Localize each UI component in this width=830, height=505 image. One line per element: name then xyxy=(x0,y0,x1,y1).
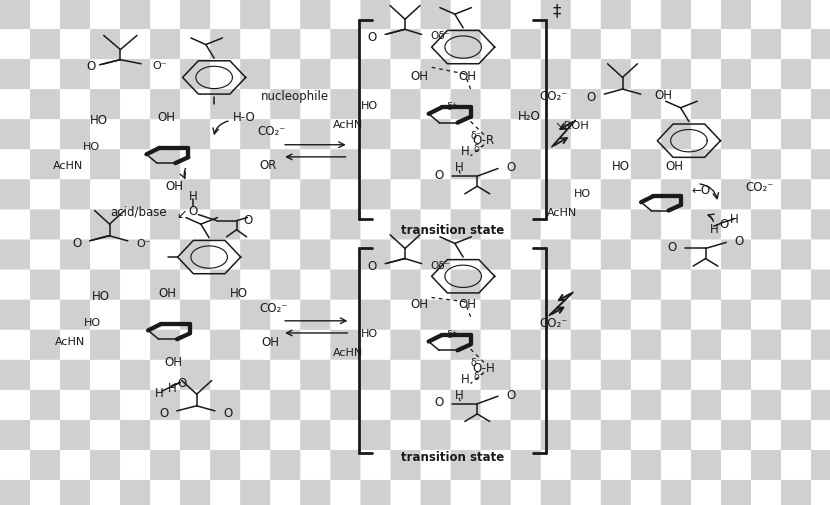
Text: O: O xyxy=(223,407,232,420)
Text: O: O xyxy=(243,214,253,227)
Text: O: O xyxy=(368,31,377,44)
Text: O: O xyxy=(159,407,168,420)
Text: AcHN: AcHN xyxy=(333,120,363,130)
Text: δ⁺: δ⁺ xyxy=(447,329,458,339)
Text: O-H: O-H xyxy=(472,361,496,374)
Text: CO₂⁻: CO₂⁻ xyxy=(257,125,286,138)
Text: ←O: ←O xyxy=(691,184,711,197)
Text: H: H xyxy=(155,386,164,399)
Text: HO: HO xyxy=(230,286,248,299)
Text: δ⁺: δ⁺ xyxy=(447,102,458,112)
Text: Oδ⁻: Oδ⁻ xyxy=(430,260,450,270)
Text: CO₂⁻: CO₂⁻ xyxy=(259,301,287,315)
Text: HO: HO xyxy=(574,188,591,198)
Text: ↙: ↙ xyxy=(177,207,187,220)
Text: AcHN: AcHN xyxy=(55,336,85,346)
Text: H: H xyxy=(189,189,198,203)
Text: HO: HO xyxy=(360,328,378,338)
Text: OH: OH xyxy=(261,335,280,348)
Text: H: H xyxy=(461,372,469,385)
Text: O: O xyxy=(435,395,444,409)
Text: O: O xyxy=(719,217,729,230)
Text: OR: OR xyxy=(260,159,277,172)
Text: HO: HO xyxy=(82,141,100,152)
Text: O: O xyxy=(435,168,444,181)
Text: ↘ROH: ↘ROH xyxy=(554,121,589,131)
Text: H-O: H-O xyxy=(232,111,255,124)
Text: OH: OH xyxy=(665,160,683,173)
Text: transition state: transition state xyxy=(401,450,504,464)
Text: AcHN: AcHN xyxy=(333,347,363,358)
Text: O: O xyxy=(86,60,96,73)
Text: O: O xyxy=(735,235,744,248)
Text: O-R: O-R xyxy=(473,134,495,147)
Text: HO: HO xyxy=(90,114,108,127)
Text: O: O xyxy=(188,205,198,218)
Text: O: O xyxy=(177,376,187,389)
Text: OH: OH xyxy=(165,179,183,192)
Text: δ⁻: δ⁻ xyxy=(473,144,485,154)
Text: H: H xyxy=(710,222,718,235)
Text: O: O xyxy=(368,260,377,273)
Text: AcHN: AcHN xyxy=(53,161,83,171)
Text: H: H xyxy=(730,212,739,225)
Text: H: H xyxy=(168,381,176,394)
Text: acid/base: acid/base xyxy=(110,205,167,218)
Text: H: H xyxy=(461,145,469,158)
Text: δ⁻: δ⁻ xyxy=(470,358,481,368)
Text: transition state: transition state xyxy=(401,223,504,236)
Text: H: H xyxy=(455,161,463,174)
Text: O: O xyxy=(506,388,515,401)
Text: OH: OH xyxy=(458,297,476,311)
Text: O: O xyxy=(72,237,81,250)
Text: ‡: ‡ xyxy=(553,2,561,20)
Text: OH: OH xyxy=(654,88,672,102)
Text: OH: OH xyxy=(410,70,428,83)
Text: H₂O: H₂O xyxy=(518,110,540,123)
Text: OH: OH xyxy=(157,111,175,124)
Text: O⁻: O⁻ xyxy=(152,61,167,71)
Text: O: O xyxy=(587,90,596,104)
Text: CO₂⁻: CO₂⁻ xyxy=(540,317,568,330)
Text: O⁻: O⁻ xyxy=(136,238,151,248)
Text: AcHN: AcHN xyxy=(547,207,577,217)
Text: HO: HO xyxy=(360,101,378,111)
Text: HO: HO xyxy=(84,317,101,327)
Text: OH: OH xyxy=(164,355,183,368)
Text: H: H xyxy=(455,388,463,401)
Text: δ⁻: δ⁻ xyxy=(473,371,485,381)
Text: OH: OH xyxy=(410,297,428,311)
Text: δ⁻: δ⁻ xyxy=(470,130,481,140)
Text: OH: OH xyxy=(159,286,177,299)
Text: Oδ⁻: Oδ⁻ xyxy=(430,31,450,41)
Text: nucleophile: nucleophile xyxy=(261,89,329,103)
Text: CO₂⁻: CO₂⁻ xyxy=(745,180,774,193)
Text: O: O xyxy=(506,161,515,174)
Text: CO₂⁻: CO₂⁻ xyxy=(540,89,568,103)
Text: HO: HO xyxy=(91,289,110,302)
Text: HO: HO xyxy=(612,160,630,173)
Text: OH: OH xyxy=(458,70,476,83)
Text: O: O xyxy=(667,240,676,254)
